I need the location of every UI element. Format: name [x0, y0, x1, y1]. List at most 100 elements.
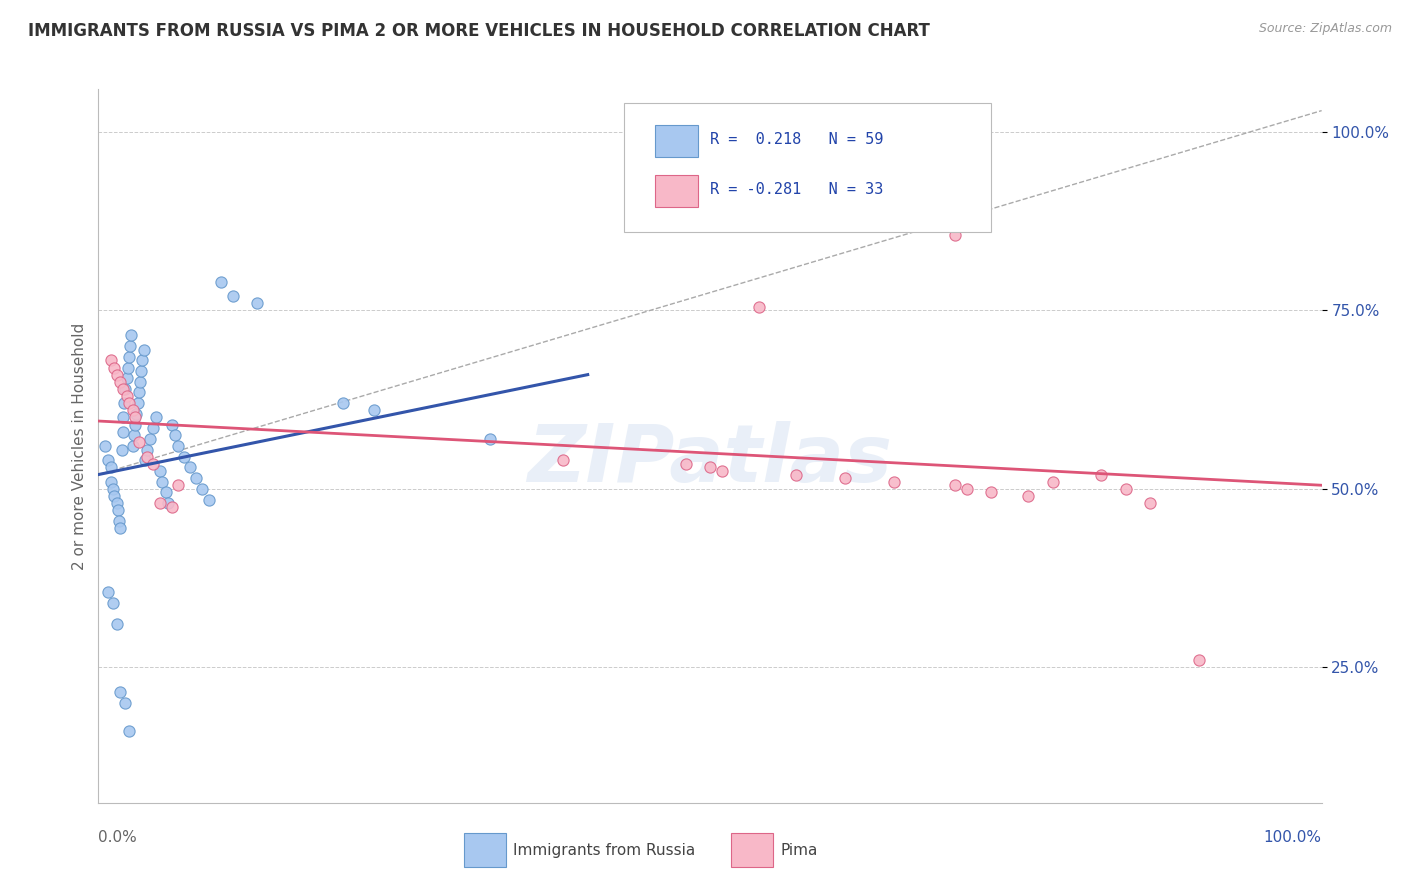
Point [100, 353, 122, 368]
Text: Pima: Pima [780, 843, 818, 857]
Point [160, 500, 183, 514]
Point [128, 435, 150, 450]
Point [101, 482, 124, 496]
Point [149, 464, 172, 478]
Point [246, 296, 269, 310]
Point [111, 410, 134, 425]
Point [129, 375, 152, 389]
Text: IMMIGRANTS FROM RUSSIA VS PIMA 2 OR MORE VEHICLES IN HOUSEHOLD CORRELATION CHART: IMMIGRANTS FROM RUSSIA VS PIMA 2 OR MORE… [28, 22, 929, 40]
Point [157, 496, 180, 510]
Point [478, 432, 501, 446]
Point [107, 503, 129, 517]
Point [1017, 489, 1039, 503]
Point [131, 353, 153, 368]
Point [124, 417, 146, 432]
Point [155, 485, 177, 500]
Point [125, 407, 148, 421]
Point [191, 482, 214, 496]
Point [748, 300, 770, 314]
Point [165, 428, 187, 442]
Point [121, 439, 143, 453]
Point [197, 492, 219, 507]
Point [956, 482, 979, 496]
Point [160, 417, 183, 432]
Point [111, 442, 134, 457]
Point [110, 521, 132, 535]
Point [101, 596, 124, 610]
Point [167, 478, 190, 492]
Point [112, 396, 135, 410]
Point [117, 360, 139, 375]
Point [136, 450, 159, 464]
Point [97, 585, 120, 599]
Point [1188, 653, 1211, 667]
Point [128, 385, 150, 400]
Point [980, 485, 1002, 500]
Point [711, 464, 734, 478]
FancyBboxPatch shape [655, 125, 697, 157]
Point [115, 389, 138, 403]
Point [120, 339, 142, 353]
Text: Source: ZipAtlas.com: Source: ZipAtlas.com [1258, 22, 1392, 36]
Point [149, 496, 172, 510]
Point [124, 410, 146, 425]
Point [834, 471, 856, 485]
Point [186, 471, 208, 485]
Point [100, 460, 122, 475]
Point [179, 460, 201, 475]
Text: 100.0%: 100.0% [1264, 830, 1322, 845]
Point [110, 375, 132, 389]
Point [114, 382, 136, 396]
Point [105, 496, 128, 510]
Point [100, 475, 122, 489]
Point [943, 478, 966, 492]
Text: R = -0.281   N = 33: R = -0.281 N = 33 [710, 182, 883, 196]
Text: 0.0%: 0.0% [98, 830, 138, 845]
Point [222, 289, 245, 303]
Point [118, 396, 141, 410]
Text: ZIPatlas: ZIPatlas [527, 421, 893, 500]
Point [122, 428, 145, 442]
Point [1042, 475, 1064, 489]
Point [553, 453, 575, 467]
Point [145, 410, 167, 425]
Point [118, 350, 141, 364]
Point [97, 453, 120, 467]
Point [173, 450, 195, 464]
Point [150, 475, 173, 489]
Point [110, 685, 132, 699]
Point [142, 457, 165, 471]
Point [139, 432, 162, 446]
Point [332, 396, 354, 410]
Point [1139, 496, 1161, 510]
Point [1090, 467, 1112, 482]
Point [103, 489, 125, 503]
Point [108, 514, 131, 528]
Point [111, 382, 134, 396]
Point [136, 442, 159, 457]
Point [114, 696, 136, 710]
Point [142, 421, 165, 435]
Point [134, 453, 156, 467]
Point [167, 439, 190, 453]
Point [105, 368, 128, 382]
Point [129, 364, 152, 378]
Point [943, 228, 966, 243]
Point [1115, 482, 1137, 496]
Point [115, 371, 138, 385]
Point [118, 724, 141, 739]
FancyBboxPatch shape [624, 103, 991, 232]
Point [883, 475, 905, 489]
Point [699, 460, 721, 475]
Point [121, 403, 143, 417]
Text: R =  0.218   N = 59: R = 0.218 N = 59 [710, 132, 883, 146]
FancyBboxPatch shape [655, 175, 697, 207]
Point [132, 343, 155, 357]
Point [120, 328, 142, 343]
Point [127, 396, 149, 410]
Point [675, 457, 697, 471]
Point [785, 467, 807, 482]
Point [103, 360, 125, 375]
Point [363, 403, 385, 417]
Text: Immigrants from Russia: Immigrants from Russia [513, 843, 696, 857]
